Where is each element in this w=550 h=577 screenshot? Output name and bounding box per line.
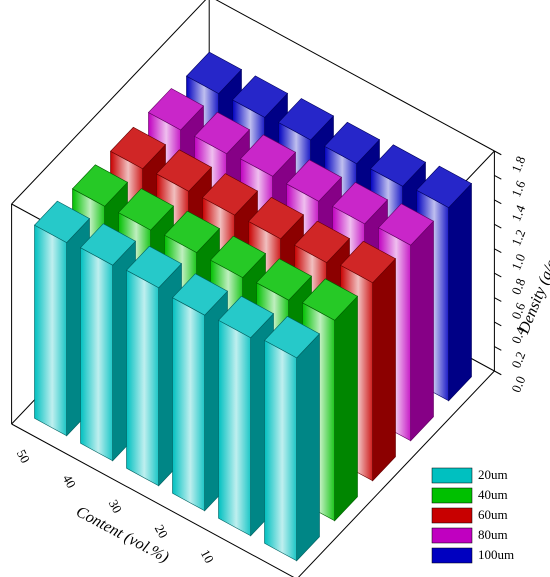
bar-front bbox=[264, 339, 298, 562]
bar-front bbox=[80, 247, 113, 462]
bar-front bbox=[218, 319, 251, 537]
bar-top bbox=[294, 220, 350, 264]
y-tick bbox=[494, 370, 502, 376]
bar-top bbox=[194, 111, 250, 155]
bar bbox=[218, 295, 274, 537]
x-tick-label: 10 bbox=[198, 547, 217, 566]
legend-label: 80um bbox=[478, 527, 508, 542]
bar-front bbox=[34, 224, 67, 437]
legend-label: 100um bbox=[478, 547, 514, 562]
bar-top bbox=[156, 149, 212, 192]
y-tick bbox=[494, 321, 502, 327]
y-tick bbox=[494, 272, 502, 278]
y-tick-label: 1.6 bbox=[508, 178, 528, 199]
bar-top bbox=[72, 164, 128, 207]
legend-swatch bbox=[431, 487, 473, 504]
y-tick-label: 0.4 bbox=[508, 324, 528, 345]
y-tick bbox=[494, 248, 502, 253]
bar-top bbox=[210, 235, 266, 279]
bar-top bbox=[164, 210, 220, 254]
bar-top bbox=[202, 173, 258, 216]
bar-top bbox=[264, 315, 320, 359]
y-tick bbox=[494, 175, 502, 180]
legend: 20um 40um 60um 80um 100um bbox=[426, 460, 542, 570]
bar-top bbox=[302, 278, 358, 321]
bar-side bbox=[334, 295, 358, 522]
bar-top bbox=[378, 203, 434, 246]
bar-top bbox=[332, 181, 388, 225]
y-tick bbox=[494, 346, 502, 351]
x-tick-label: 50 bbox=[14, 447, 33, 466]
box-edge bbox=[215, 0, 495, 152]
legend-swatch bbox=[431, 527, 473, 544]
bar-top bbox=[148, 88, 204, 131]
y-tick-label: 0.6 bbox=[508, 300, 528, 321]
y-tick bbox=[494, 150, 502, 156]
bar-top bbox=[34, 200, 90, 244]
y-tick bbox=[494, 199, 502, 205]
x-tick-label: 40 bbox=[60, 472, 79, 491]
bar-top bbox=[172, 273, 228, 316]
bar-side bbox=[372, 257, 396, 482]
bar-side bbox=[410, 220, 434, 442]
bar-top bbox=[370, 144, 426, 187]
bar-top bbox=[186, 51, 242, 95]
bar-top bbox=[248, 196, 304, 240]
box-edge bbox=[11, 423, 295, 577]
bar-front bbox=[172, 297, 205, 512]
bar-front bbox=[126, 269, 159, 487]
bar-top bbox=[416, 165, 472, 209]
y-tick-label: 1.4 bbox=[508, 202, 528, 223]
bar-top bbox=[256, 258, 312, 301]
legend-label: 60um bbox=[478, 507, 508, 522]
y-tick-label: 1.0 bbox=[508, 252, 528, 273]
y-tick-label: 0.2 bbox=[508, 349, 528, 370]
bar bbox=[340, 240, 396, 482]
y-tick-label: 0.0 bbox=[508, 374, 528, 395]
legend-label: 20um bbox=[478, 467, 508, 482]
bar bbox=[264, 315, 320, 562]
bar-top bbox=[126, 245, 182, 289]
bar-top bbox=[286, 159, 342, 202]
y-tick bbox=[494, 297, 502, 302]
y-tick-label: 1.2 bbox=[508, 227, 528, 248]
legend-swatch bbox=[431, 507, 473, 524]
x-tick-label: 30 bbox=[106, 497, 125, 516]
bar-top bbox=[110, 126, 166, 170]
x-tick-label: 20 bbox=[152, 522, 171, 541]
bar-side bbox=[448, 182, 472, 402]
bar-top bbox=[80, 223, 136, 266]
y-tick-label: 0.8 bbox=[508, 276, 528, 297]
bar-top bbox=[218, 295, 274, 339]
bar-top bbox=[118, 188, 174, 231]
bar-top bbox=[240, 134, 296, 177]
bar-top bbox=[324, 121, 380, 165]
bar-top bbox=[232, 75, 288, 118]
box-edge bbox=[11, 0, 207, 205]
legend-swatch bbox=[431, 547, 473, 564]
y-tick-label: 1.8 bbox=[508, 154, 528, 175]
legend-label: 40um bbox=[478, 487, 508, 502]
bar-side bbox=[296, 333, 320, 562]
box-edge bbox=[298, 370, 495, 577]
bar-top bbox=[340, 240, 396, 284]
bar-top bbox=[278, 98, 334, 141]
legend-swatch bbox=[431, 467, 473, 484]
y-tick bbox=[494, 223, 502, 229]
